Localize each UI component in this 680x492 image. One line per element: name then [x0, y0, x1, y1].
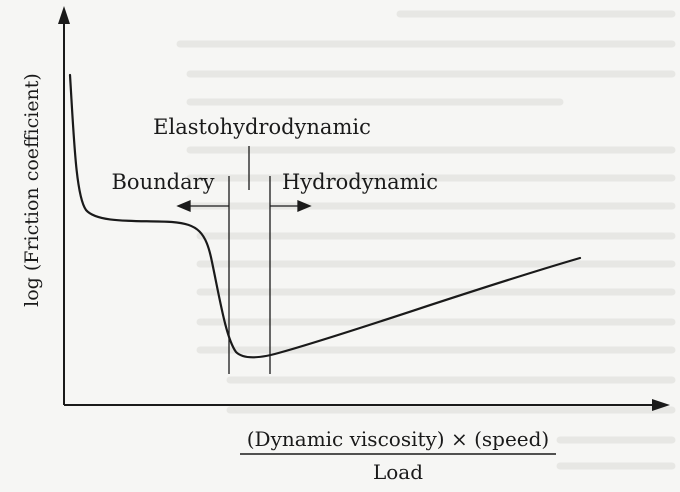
elastohydrodynamic-label: Elastohydrodynamic: [153, 115, 371, 139]
boundary-label: Boundary: [112, 170, 215, 194]
y-axis-label: log (Friction coefficient): [21, 73, 43, 307]
boundary-arrowhead: [176, 200, 191, 212]
hydrodynamic-label: Hydrodynamic: [282, 170, 438, 194]
hydrodynamic-arrowhead: [297, 200, 312, 212]
friction-curve: [68, 73, 582, 359]
x-axis-label-numerator: (Dynamic viscosity) × (speed): [247, 427, 549, 451]
x-axis-label-denominator: Load: [373, 460, 423, 484]
x-axis-arrowhead: [652, 399, 670, 411]
y-axis-arrowhead: [58, 6, 70, 24]
